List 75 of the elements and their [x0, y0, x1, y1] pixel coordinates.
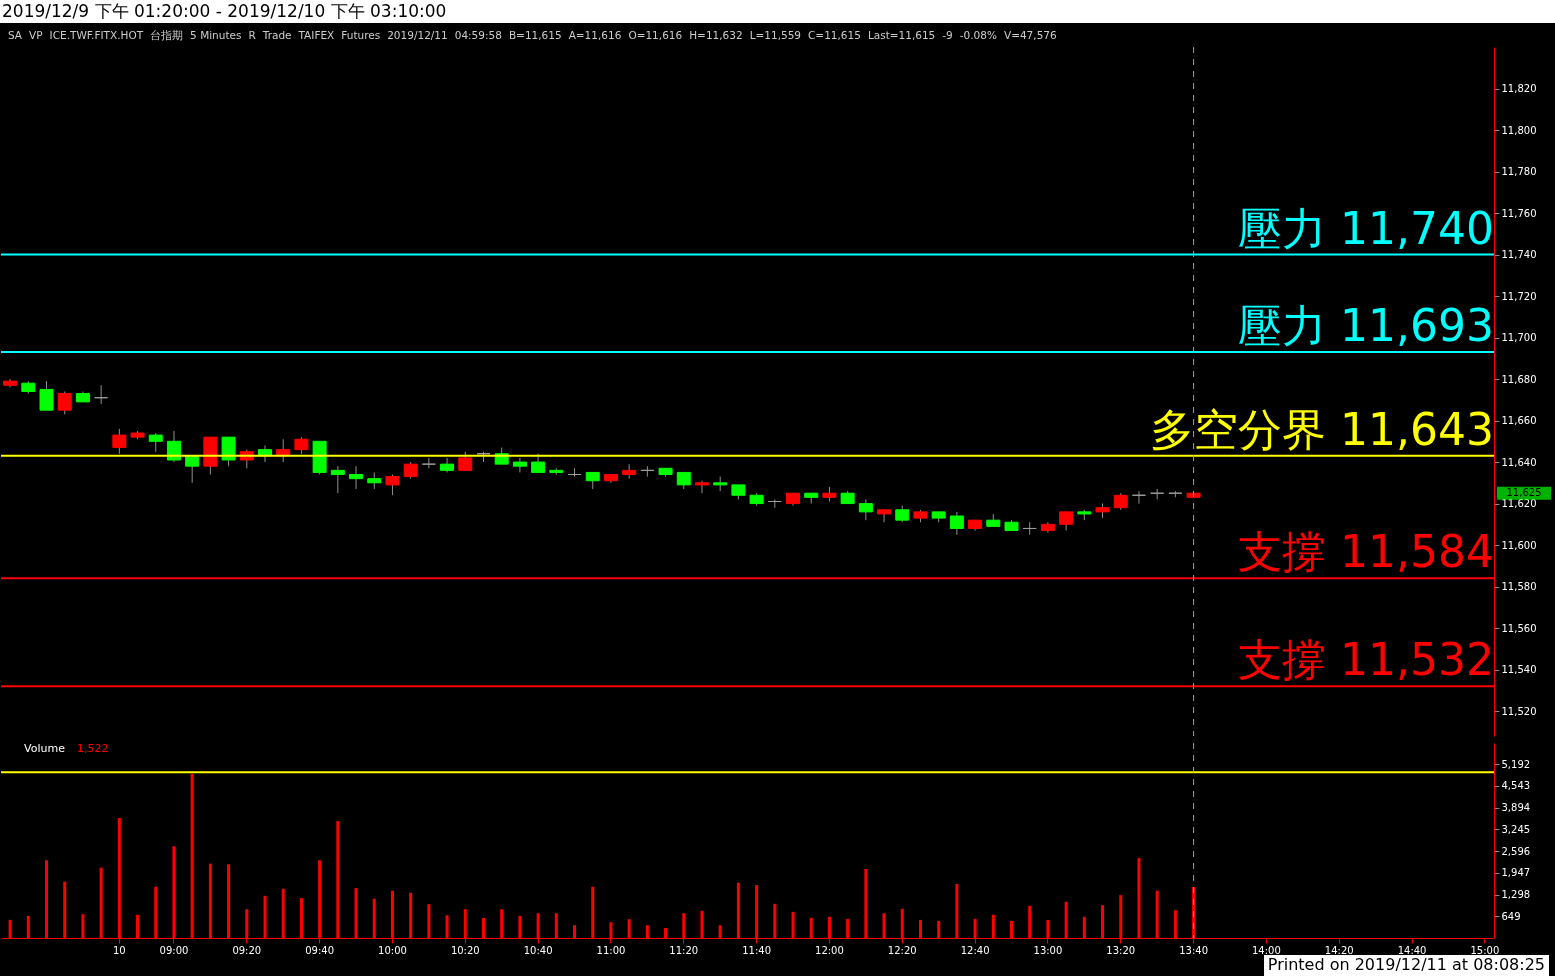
- text: 04:59:58: [454, 29, 502, 41]
- x-tick-label: 12:40: [960, 944, 990, 956]
- y-tick-label: 11,740: [1501, 249, 1537, 261]
- text: SA: [8, 29, 23, 41]
- y-tick-label: 11,760: [1501, 207, 1537, 219]
- x-tick-label: 14:40: [1397, 944, 1427, 956]
- text: C=11,615: [808, 29, 861, 41]
- x-tick-label: 10:20: [450, 944, 480, 956]
- y-tick-label: 11,700: [1501, 332, 1537, 344]
- x-tick-label: 14:00: [1251, 944, 1281, 956]
- y-tick-label: 11,580: [1501, 581, 1537, 593]
- y-tick-label: 3,245: [1501, 823, 1531, 835]
- x-tick-label: 10: [112, 944, 126, 956]
- chart-title: Volume: [24, 742, 65, 755]
- y-tick-label: 5,192: [1501, 758, 1531, 770]
- y-tick-label: 1,947: [1501, 867, 1531, 879]
- x-tick-label: 15:00: [1470, 944, 1500, 956]
- ref-line-label: 支撐 11,584: [1238, 526, 1494, 578]
- y-tick-label: 11,720: [1501, 290, 1537, 302]
- x-tick-label: 11:00: [596, 944, 626, 956]
- y-tick-label: 11,520: [1501, 705, 1537, 717]
- text: Printed on 2019/12/11 at 08:08:25: [1263, 955, 1549, 976]
- x-tick-label: 10:00: [378, 944, 407, 956]
- y-tick-label: 649: [1501, 910, 1521, 922]
- x-tick-label: 10:40: [523, 944, 553, 956]
- text: TAIFEX: [298, 29, 335, 41]
- x-tick-label: 09:20: [232, 944, 262, 956]
- y-tick-label: 4,543: [1501, 780, 1531, 792]
- annotation: 1,522: [76, 742, 109, 755]
- text: 5 Minutes: [190, 29, 242, 41]
- ref-line-label: 壓力 11,740: [1238, 202, 1494, 254]
- y-tick-label: 3,894: [1501, 802, 1531, 814]
- x-tick-label: 11:20: [669, 944, 699, 956]
- text: L=11,559: [749, 29, 802, 41]
- y-tick-label: 11,800: [1501, 124, 1537, 136]
- x-tick-label: 12:20: [887, 944, 917, 956]
- text: O=11,616: [628, 29, 683, 41]
- text: 11,625: [1506, 487, 1542, 499]
- ref-line-label: 多空分界 11,643: [1150, 403, 1494, 455]
- x-tick-label: 11:40: [742, 944, 772, 956]
- text: Futures: [341, 29, 381, 41]
- text: A=11,616: [568, 29, 622, 41]
- y-tick-label: 11,640: [1501, 456, 1537, 468]
- y-tick-label: 11,660: [1501, 415, 1537, 427]
- y-tick-label: 2,596: [1501, 845, 1531, 857]
- x-tick-label: 09:40: [305, 944, 335, 956]
- text: B=11,615: [508, 29, 562, 41]
- y-tick-label: 11,540: [1501, 664, 1537, 676]
- ref-line-label: 壓力 11,693: [1238, 300, 1494, 352]
- y-tick-label: 11,680: [1501, 373, 1537, 385]
- text: VP: [29, 29, 43, 41]
- text: V=47,576: [1003, 29, 1057, 41]
- x-tick-label: 13:20: [1106, 944, 1136, 956]
- text: Trade: [262, 29, 292, 41]
- x-tick-label: 09:00: [159, 944, 189, 956]
- x-tick-label: 13:00: [1033, 944, 1063, 956]
- x-tick-label: 14:20: [1324, 944, 1354, 956]
- y-tick-label: 1,298: [1501, 889, 1531, 901]
- y-tick-label: 11,560: [1501, 622, 1537, 634]
- y-tick-label: 11,600: [1501, 539, 1537, 551]
- text: H=11,632: [689, 29, 743, 41]
- y-tick-label: 11,780: [1501, 166, 1537, 178]
- text: 2019/12/11: [387, 29, 448, 41]
- text: R: [248, 29, 256, 41]
- chart-title: 2019/12/9 下午 01:20:00 - 2019/12/10 下午 03:10:00: [0, 0, 1555, 23]
- text: -0.08%: [959, 29, 997, 41]
- text: 台指期: [150, 29, 184, 41]
- ref-line-label: 支撐 11,532: [1238, 634, 1494, 686]
- y-tick-label: 11,820: [1501, 83, 1537, 95]
- text: -9: [942, 29, 953, 41]
- text: ICE.TWF.FITX.HOT: [49, 29, 144, 41]
- x-tick-label: 13:40: [1179, 944, 1208, 956]
- x-tick-label: 12:00: [815, 944, 844, 956]
- text: Last=11,615: [867, 29, 936, 41]
- y-tick-label: 11,620: [1501, 498, 1537, 510]
